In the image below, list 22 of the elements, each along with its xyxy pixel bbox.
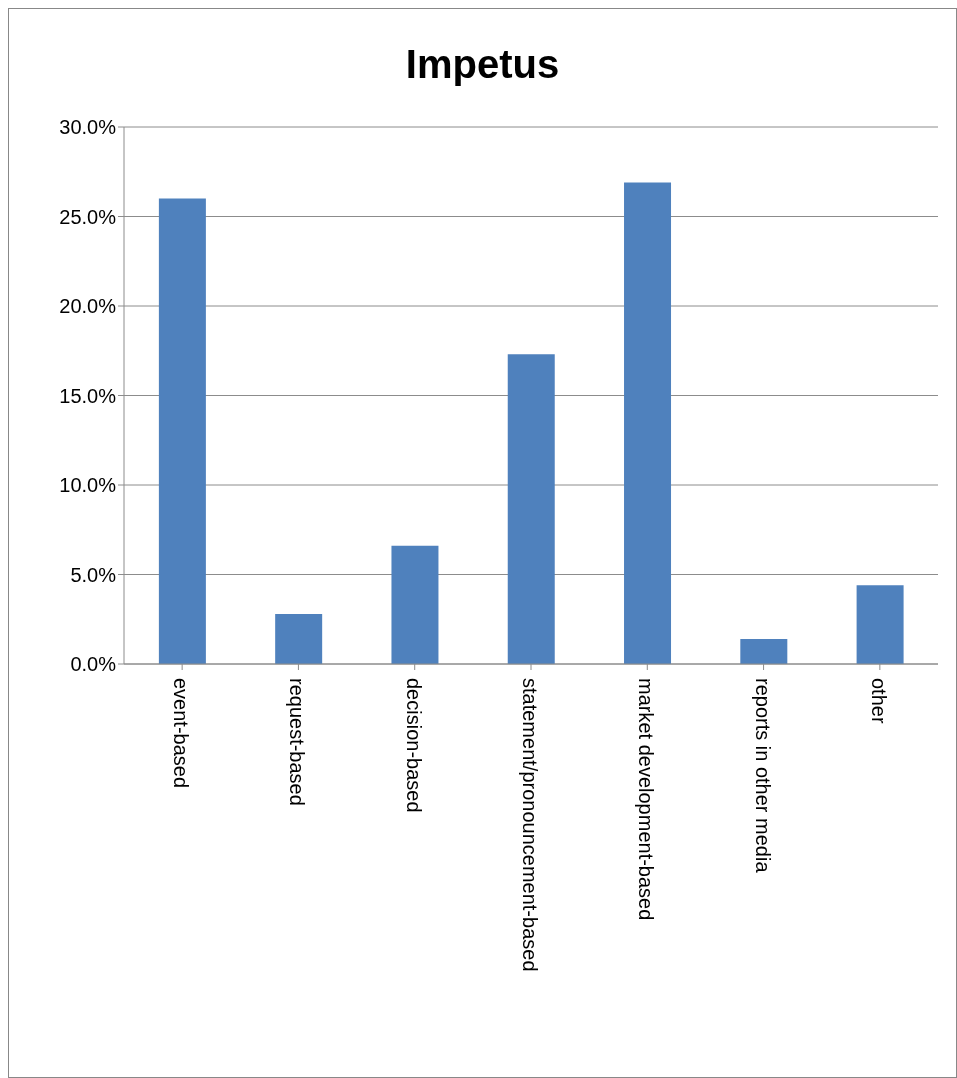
bar	[624, 182, 672, 664]
x-tick-label: decision-based	[402, 678, 425, 813]
bar	[158, 198, 206, 664]
x-tick-label: statement/pronouncement-based	[519, 678, 541, 972]
x-tick-label: market development-based	[635, 678, 658, 921]
bar	[856, 585, 904, 664]
bar	[391, 545, 439, 664]
chart-title: Impetus	[405, 41, 560, 86]
x-tick-label: reports in other media	[751, 678, 774, 874]
bar	[740, 638, 788, 664]
bar	[275, 613, 323, 664]
y-tick-label: 25.0%	[59, 205, 117, 228]
x-tick-label: other	[867, 678, 890, 724]
y-tick-label: 0.0%	[70, 653, 117, 676]
bar	[507, 354, 555, 664]
y-tick-label: 20.0%	[59, 295, 117, 318]
x-tick-label: request-based	[286, 678, 309, 806]
y-tick-label: 5.0%	[70, 563, 117, 586]
y-tick-label: 30.0%	[59, 116, 117, 139]
y-tick-label: 10.0%	[59, 474, 117, 497]
x-tick-label: event-based	[170, 678, 193, 789]
y-tick-label: 15.0%	[59, 384, 117, 407]
